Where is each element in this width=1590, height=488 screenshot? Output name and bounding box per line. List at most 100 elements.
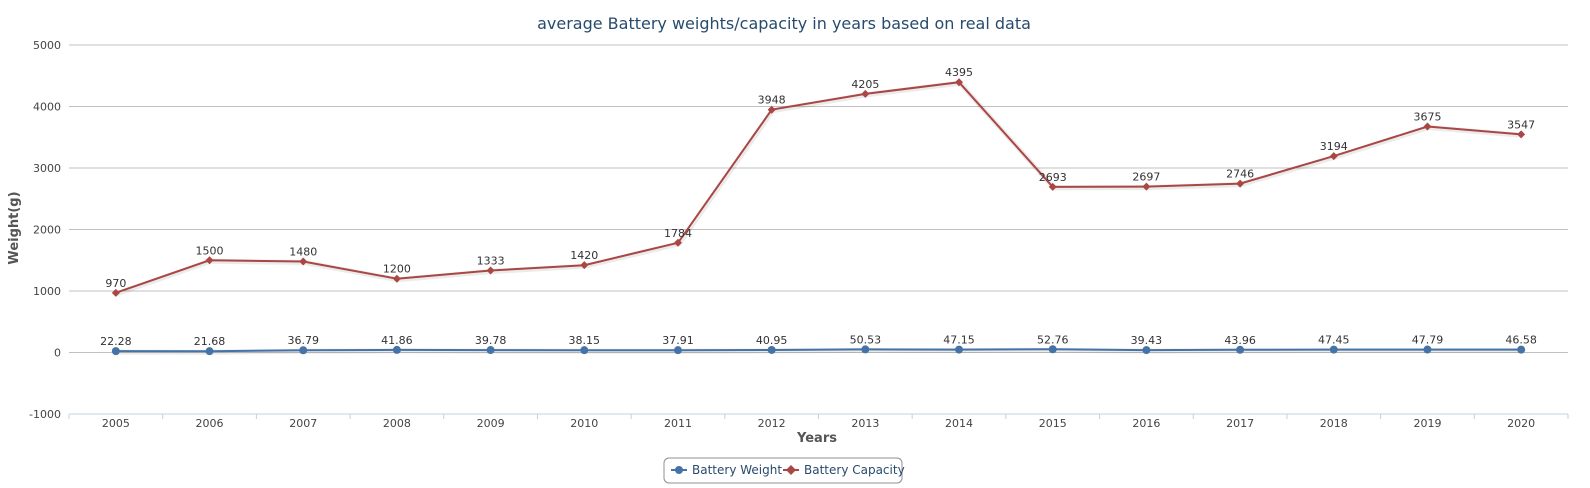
chart-title: average Battery weights/capacity in year… <box>537 14 1031 33</box>
data-label-battery-capacity: 2746 <box>1226 168 1254 181</box>
data-point-battery-capacity[interactable] <box>205 256 214 265</box>
x-tick-label: 2007 <box>289 417 317 430</box>
data-label-battery-weight: 50.53 <box>850 333 882 346</box>
data-point-battery-capacity[interactable] <box>1423 122 1432 131</box>
legend-marker-battery-weight <box>675 466 683 474</box>
data-point-battery-weight[interactable] <box>205 347 214 356</box>
data-point-battery-weight[interactable] <box>392 345 401 354</box>
data-point-battery-capacity[interactable] <box>1236 179 1245 188</box>
data-label-battery-capacity: 970 <box>105 277 126 290</box>
x-tick-label: 2009 <box>477 417 505 430</box>
series-shadow-battery-weight <box>116 347 1523 355</box>
data-label-battery-capacity: 3547 <box>1507 118 1535 131</box>
data-point-battery-weight[interactable] <box>1517 345 1526 354</box>
x-tick-label: 2008 <box>383 417 411 430</box>
y-tick-label: 1000 <box>33 285 61 298</box>
data-label-battery-capacity: 2697 <box>1132 171 1160 184</box>
data-label-battery-weight: 43.96 <box>1224 334 1256 347</box>
data-point-battery-weight[interactable] <box>861 345 870 354</box>
x-tick-label: 2018 <box>1320 417 1348 430</box>
data-point-battery-capacity[interactable] <box>1329 152 1338 161</box>
data-label-battery-weight: 47.15 <box>943 334 975 347</box>
data-label-battery-weight: 38.15 <box>569 334 601 347</box>
x-tick-label: 2017 <box>1226 417 1254 430</box>
data-point-battery-capacity[interactable] <box>955 78 964 87</box>
legend-item-battery-weight[interactable]: Battery Weight <box>671 463 782 477</box>
x-tick-label: 2006 <box>196 417 224 430</box>
data-label-battery-capacity: 3948 <box>758 94 786 107</box>
data-label-battery-weight: 39.43 <box>1131 334 1163 347</box>
data-label-battery-weight: 22.28 <box>100 335 132 348</box>
data-label-battery-weight: 21.68 <box>194 335 226 348</box>
data-label-battery-capacity: 1500 <box>196 244 224 257</box>
data-point-battery-weight[interactable] <box>1236 345 1245 354</box>
data-point-battery-weight[interactable] <box>580 346 589 355</box>
data-point-battery-capacity[interactable] <box>111 288 120 297</box>
x-tick-label: 2005 <box>102 417 130 430</box>
data-point-battery-capacity[interactable] <box>1142 182 1151 191</box>
data-point-battery-weight[interactable] <box>1329 345 1338 354</box>
data-point-battery-weight[interactable] <box>1048 345 1057 354</box>
x-tick-label: 2015 <box>1039 417 1067 430</box>
data-point-battery-capacity[interactable] <box>767 105 776 114</box>
data-label-battery-weight: 47.45 <box>1318 334 1350 347</box>
data-point-battery-capacity[interactable] <box>1517 130 1526 139</box>
data-label-battery-capacity: 1200 <box>383 263 411 276</box>
data-label-battery-capacity: 1333 <box>477 255 505 268</box>
data-point-battery-weight[interactable] <box>955 345 964 354</box>
data-point-battery-weight[interactable] <box>673 346 682 355</box>
data-point-battery-capacity[interactable] <box>580 261 589 270</box>
data-point-battery-capacity[interactable] <box>486 266 495 275</box>
data-label-battery-weight: 47.79 <box>1412 334 1444 347</box>
legend-item-battery-capacity[interactable]: Battery Capacity <box>783 463 905 477</box>
legend-label-battery-weight: Battery Weight <box>692 463 782 477</box>
data-label-battery-capacity: 4205 <box>851 78 879 91</box>
y-tick-label: 5000 <box>33 39 61 52</box>
data-label-battery-weight: 52.76 <box>1037 333 1069 346</box>
x-tick-label: 2014 <box>945 417 973 430</box>
data-label-battery-weight: 39.78 <box>475 334 507 347</box>
x-tick-label: 2010 <box>570 417 598 430</box>
data-label-battery-capacity: 1420 <box>570 249 598 262</box>
series-shadow-battery-capacity <box>115 80 1523 297</box>
y-axis-label: Weight(g) <box>7 191 22 264</box>
data-label-battery-weight: 37.91 <box>662 334 694 347</box>
y-tick-label: 2000 <box>33 224 61 237</box>
data-point-battery-weight[interactable] <box>111 347 120 356</box>
y-tick-label: 4000 <box>33 101 61 114</box>
data-label-battery-capacity: 1480 <box>289 245 317 258</box>
data-label-battery-weight: 40.95 <box>756 334 788 347</box>
y-tick-label: -1000 <box>29 408 61 421</box>
legend[interactable]: Battery Weight Battery Capacity <box>663 457 905 484</box>
x-tick-label: 2012 <box>758 417 786 430</box>
series-battery-weight: 22.28 21.68 36.79 41.86 39.78 38.15 37.91 40.95… <box>100 333 1537 356</box>
x-tick-label: 2011 <box>664 417 692 430</box>
series-group: 22.28 21.68 36.79 41.86 39.78 38.15 37.91 40.95… <box>100 66 1537 356</box>
data-label-battery-weight: 46.58 <box>1505 334 1537 347</box>
data-point-battery-capacity[interactable] <box>1048 182 1057 191</box>
data-point-battery-weight[interactable] <box>1142 346 1151 355</box>
x-tick-label: 2016 <box>1132 417 1160 430</box>
data-point-battery-capacity[interactable] <box>673 238 682 247</box>
data-point-battery-weight[interactable] <box>767 345 776 354</box>
series-line-battery-weight <box>115 348 1522 353</box>
y-tick-label: 0 <box>54 347 61 360</box>
data-label-battery-capacity: 3675 <box>1413 110 1441 123</box>
x-axis: 2005 2006 2007 2008 2009 2010 2011 2012 2013 2014… <box>68 413 1569 430</box>
data-label-battery-capacity: 2693 <box>1039 171 1067 184</box>
data-point-battery-capacity[interactable] <box>392 274 401 283</box>
x-axis-label: Years <box>796 431 837 446</box>
x-tick-label: 2020 <box>1507 417 1535 430</box>
data-point-battery-weight[interactable] <box>299 346 308 355</box>
data-point-battery-weight[interactable] <box>486 346 495 355</box>
data-point-battery-capacity[interactable] <box>299 257 308 266</box>
y-axis-ticks: -1000 0 1000 2000 3000 4000 5000 <box>29 39 61 421</box>
data-label-battery-capacity: 3194 <box>1320 140 1348 153</box>
data-point-battery-weight[interactable] <box>1423 345 1432 354</box>
series-line-battery-capacity <box>115 81 1522 294</box>
data-label-battery-capacity: 4395 <box>945 66 973 79</box>
data-label-battery-weight: 41.86 <box>381 334 413 347</box>
grid-lines <box>69 44 1568 415</box>
data-point-battery-capacity[interactable] <box>861 89 870 98</box>
